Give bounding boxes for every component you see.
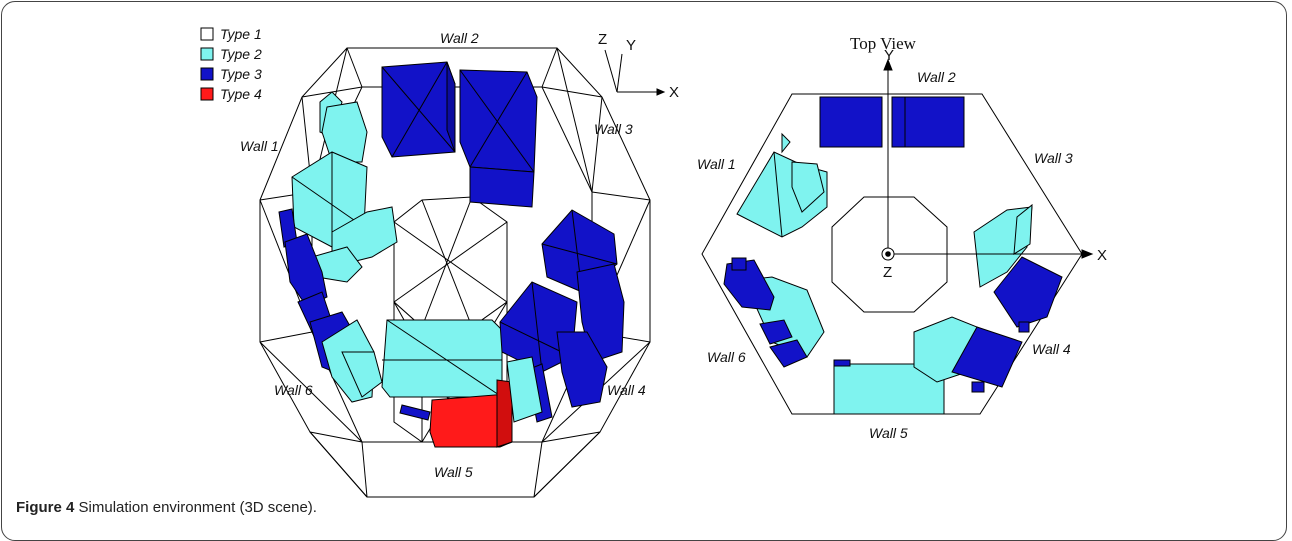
view-3d: Wall 1 Wall 2 Wall 3 Wall 4 Wall 5 Wall … xyxy=(240,30,679,498)
wall6-label-top: Wall 6 xyxy=(707,349,746,365)
wall5-label-3d: Wall 5 xyxy=(434,464,473,480)
figure-caption: Figure 4 Simulation environment (3D scen… xyxy=(16,499,317,516)
legend-swatch-type2 xyxy=(200,47,214,61)
legend-swatch-type4 xyxy=(200,87,214,101)
axis-x-label-3d: X xyxy=(669,84,679,101)
wall3-label-3d: Wall 3 xyxy=(594,121,633,137)
wall2-boxes-top xyxy=(819,96,965,148)
wall5-label-top: Wall 5 xyxy=(869,425,908,441)
wall2-boxes-3d xyxy=(381,61,538,208)
axis-x-label-top: X xyxy=(1097,247,1107,264)
wall4-label-3d: Wall 4 xyxy=(607,382,646,398)
wall4-objects-3d xyxy=(499,209,625,423)
wall6-objects-3d xyxy=(278,208,383,403)
wall1-objects-3d xyxy=(291,91,398,283)
wall4-objects-top xyxy=(913,256,1063,393)
legend-label-type4: Type 4 xyxy=(220,86,262,102)
legend-label-type3: Type 3 xyxy=(220,66,262,82)
axis-y-label-top: Y xyxy=(884,47,894,64)
top-view-center-circle xyxy=(831,196,948,313)
scene-canvas: Type 1 Type 2 Type 3 Type 4 xyxy=(200,26,1107,498)
figure-caption-label: Figure 4 xyxy=(16,499,75,516)
wall6-objects-top xyxy=(723,257,825,368)
wall2-label-top: Wall 2 xyxy=(917,69,956,85)
axes-top-view xyxy=(881,58,1094,261)
wall1-label-top: Wall 1 xyxy=(697,156,736,172)
wall2-label-3d: Wall 2 xyxy=(440,30,479,46)
wall1-label-3d: Wall 1 xyxy=(240,138,279,154)
legend-label-type2: Type 2 xyxy=(220,46,262,62)
legend-swatch-type3 xyxy=(200,67,214,81)
axis-y-label-3d: Y xyxy=(626,37,636,54)
top-view: Top View xyxy=(697,34,1107,441)
top-view-title: Top View xyxy=(850,34,917,53)
wall1-objects-top xyxy=(736,132,828,238)
wall5-objects-3d xyxy=(381,319,513,448)
legend: Type 1 Type 2 Type 3 Type 4 xyxy=(200,26,262,102)
figure-caption-text: Simulation environment (3D scene). xyxy=(78,499,317,516)
axis-indicator-3d xyxy=(604,49,666,96)
wall3-label-top: Wall 3 xyxy=(1034,150,1073,166)
legend-label-type1: Type 1 xyxy=(220,26,262,42)
legend-swatch-type1 xyxy=(200,27,214,41)
top-view-hexagon xyxy=(701,93,1083,415)
wall4-label-top: Wall 4 xyxy=(1032,341,1071,357)
axis-z-label-3d: Z xyxy=(598,31,607,48)
wall3-objects-top xyxy=(973,203,1033,288)
axis-z-label-top: Z xyxy=(883,264,892,281)
wall6-label-3d: Wall 6 xyxy=(274,382,313,398)
